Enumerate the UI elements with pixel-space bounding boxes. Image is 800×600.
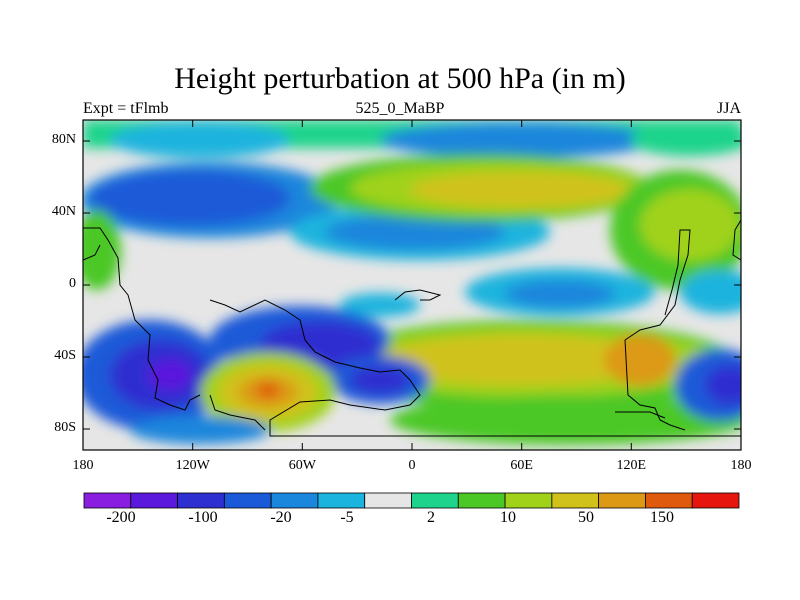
colorbar-swatch: [551, 492, 600, 509]
colorbar-swatch: [364, 492, 412, 509]
coastlines: [83, 219, 741, 437]
colorbar-label: 150: [650, 509, 674, 526]
y-tick-label: 80S: [54, 420, 76, 435]
period-label: 525_0_MaBP: [355, 100, 445, 117]
y-tick-label: 80N: [51, 132, 76, 147]
colorbar-swatch: [223, 492, 272, 509]
x-tick-label: 0: [408, 458, 416, 473]
colorbar-swatch: [270, 492, 319, 509]
colorbar-label: -200: [106, 509, 136, 526]
colorbar-swatch: [457, 492, 506, 509]
x-tick-label: 180: [72, 458, 94, 473]
colorbar-swatch: [691, 492, 740, 509]
colorbar-swatch: [504, 492, 553, 509]
season-label: JJA: [716, 100, 741, 117]
x-tick-label: 120E: [616, 458, 647, 473]
x-tick-label: 60E: [510, 458, 533, 473]
x-tick-label: 180: [730, 458, 752, 473]
colorbar-swatch: [83, 492, 132, 509]
y-tick-label: 0: [69, 276, 76, 291]
y-tick-label: 40N: [51, 204, 76, 219]
colorbar-swatch: [598, 492, 646, 509]
x-tick-label: 60W: [288, 458, 316, 473]
map-title: Height perturbation at 500 hPa (in m): [174, 62, 626, 95]
colorbar-label: -100: [188, 509, 218, 526]
colorbar-label: 2: [427, 509, 435, 526]
colorbar-label: 50: [578, 509, 594, 526]
experiment-label: Expt = tFlmb: [83, 100, 169, 117]
height-field: [83, 120, 741, 450]
colorbar-swatch: [645, 492, 693, 509]
colorbar-label: -5: [340, 509, 354, 526]
y-tick-label: 40S: [54, 348, 76, 363]
colorbar-swatch: [177, 492, 225, 509]
colorbar-swatch: [411, 492, 459, 509]
colorbar-swatch: [130, 492, 178, 509]
colorbar-swatch: [317, 492, 366, 509]
colorbar: [83, 492, 740, 509]
x-tick-label: 120W: [175, 458, 210, 473]
colorbar-label: -20: [270, 509, 292, 526]
colorbar-label: 10: [500, 509, 516, 526]
